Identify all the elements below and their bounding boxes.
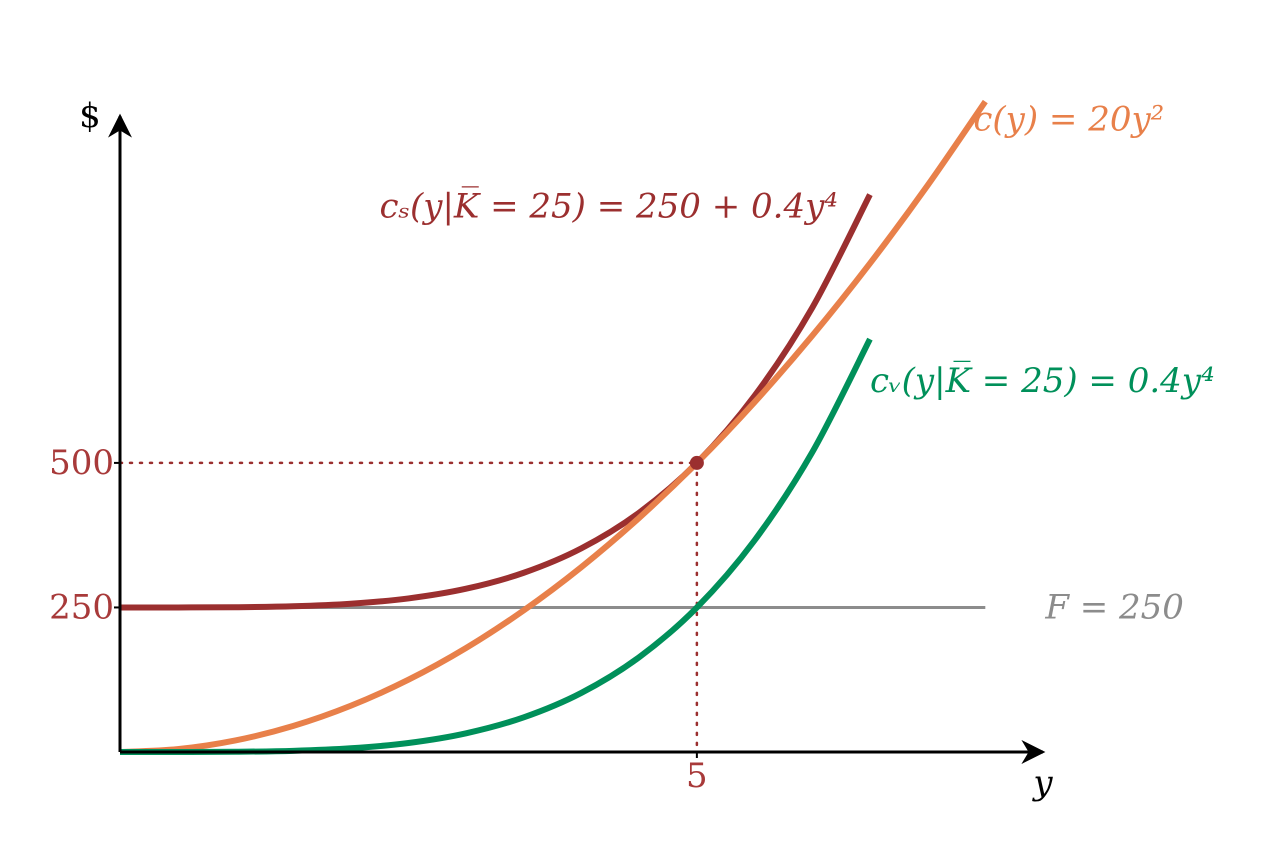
- curve-label: c(y) = 20y²: [973, 100, 1164, 140]
- y-axis-label: $: [79, 96, 101, 136]
- x-axis-label: y: [1031, 763, 1053, 803]
- cost-curve: [119, 99, 988, 755]
- fixed-cost-label: F = 250: [1044, 587, 1184, 627]
- curve-label: cᵥ(y|K̅ = 25) = 0.4y⁴: [870, 360, 1215, 401]
- cost-curve: [119, 193, 873, 611]
- tangency-point: [689, 455, 704, 470]
- y-tick-label: 500: [49, 443, 114, 483]
- y-tick-label: 250: [49, 587, 114, 627]
- x-tick-label: 5: [686, 756, 708, 796]
- curve-label: cₛ(y|K̅ = 25) = 250 + 0.4y⁴: [379, 185, 837, 226]
